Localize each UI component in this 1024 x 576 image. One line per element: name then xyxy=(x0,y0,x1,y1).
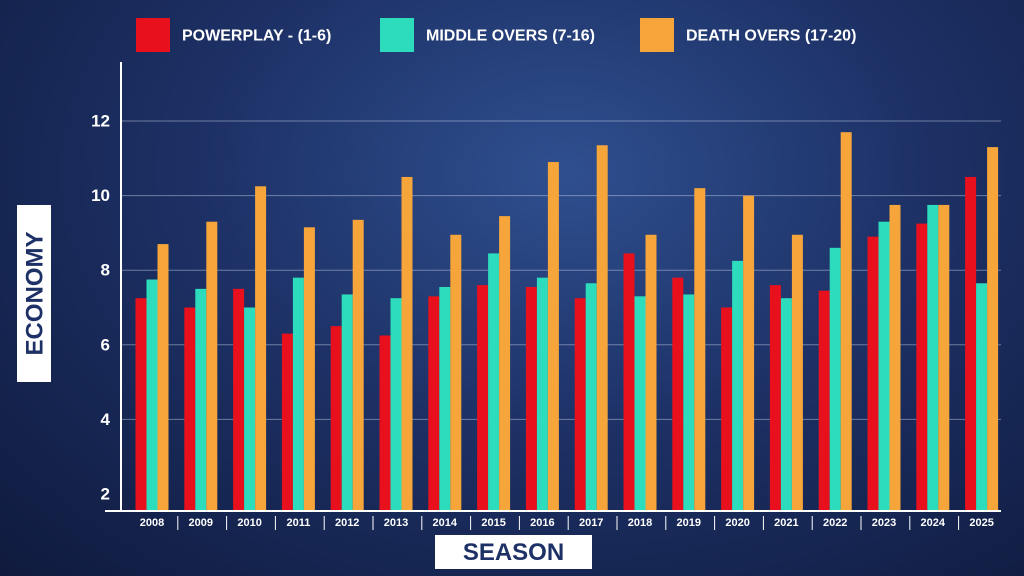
y-axis-label: ECONOMY xyxy=(22,231,49,355)
bar xyxy=(450,234,462,511)
x-tick-label: 2016 xyxy=(530,517,554,529)
bar xyxy=(488,253,500,512)
bar xyxy=(574,298,586,511)
bar xyxy=(987,147,999,512)
bar xyxy=(916,223,928,511)
legend-label: MIDDLE OVERS (7-16) xyxy=(426,28,595,45)
axes xyxy=(105,62,1001,512)
bar xyxy=(206,221,218,511)
bar xyxy=(525,286,537,511)
bar xyxy=(547,162,559,511)
x-tick-label: 2024 xyxy=(921,517,946,529)
bar xyxy=(645,234,657,511)
y-axis-title: ECONOMY xyxy=(17,205,51,382)
bar xyxy=(341,294,353,511)
bar xyxy=(721,307,733,511)
bar xyxy=(878,221,890,511)
bar xyxy=(743,195,755,511)
x-tick-label: 2025 xyxy=(969,517,993,529)
x-tick-label: 2022 xyxy=(823,517,847,529)
y-tick-label: 10 xyxy=(91,186,110,205)
y-tick-label: 12 xyxy=(91,112,110,131)
x-tick-label: 2014 xyxy=(433,517,458,529)
bar xyxy=(157,244,169,511)
bar xyxy=(536,277,548,511)
x-tick-label: 2010 xyxy=(237,517,261,529)
y-tick-labels: 2 4 6 8 10 12 xyxy=(91,112,110,504)
x-tick-label: 2019 xyxy=(677,517,701,529)
gridlines xyxy=(121,120,1001,420)
y-tick-label: 2 xyxy=(101,485,110,504)
bar xyxy=(965,176,977,511)
x-tick-label: 2018 xyxy=(628,517,652,529)
bar xyxy=(146,279,158,511)
y-tick-label: 4 xyxy=(101,410,111,429)
bar xyxy=(184,307,196,511)
x-tick-label: 2023 xyxy=(872,517,896,529)
bar xyxy=(634,296,646,511)
x-tick-label: 2017 xyxy=(579,517,603,529)
bar xyxy=(255,186,267,511)
legend-swatch xyxy=(380,18,414,52)
bar xyxy=(623,253,635,512)
bar xyxy=(889,204,901,512)
x-tick-label: 2021 xyxy=(774,517,798,529)
bar xyxy=(379,335,391,511)
bar xyxy=(401,176,413,511)
bar xyxy=(927,204,939,512)
x-axis-title: SEASON xyxy=(435,535,592,569)
x-tick-label: 2009 xyxy=(189,517,213,529)
bar xyxy=(439,286,451,511)
legend-label: POWERPLAY - (1-6) xyxy=(182,28,331,45)
bar xyxy=(281,333,293,511)
bar xyxy=(732,260,744,511)
bar xyxy=(596,145,608,511)
bars xyxy=(135,132,999,512)
bar xyxy=(780,298,792,511)
bar xyxy=(477,285,489,511)
bar xyxy=(244,307,256,511)
bar xyxy=(791,234,803,511)
x-tick-labels: 2008 2009 2010 2011 2012 2013 2014 2015 2016 2017… xyxy=(140,516,994,530)
legend-label: DEATH OVERS (17-20) xyxy=(686,28,856,45)
x-tick-label: 2020 xyxy=(725,517,749,529)
x-tick-label: 2008 xyxy=(140,517,164,529)
bar xyxy=(818,290,830,511)
bar xyxy=(330,326,342,511)
bar xyxy=(769,285,781,511)
x-tick-label: 2013 xyxy=(384,517,408,529)
y-tick-label: 8 xyxy=(101,261,110,280)
x-tick-label: 2011 xyxy=(286,517,310,529)
bar xyxy=(585,283,597,511)
x-axis-label: SEASON xyxy=(463,539,564,566)
y-tick-label: 6 xyxy=(101,335,110,354)
bar xyxy=(303,227,315,511)
bar xyxy=(352,219,364,511)
bar xyxy=(938,204,950,512)
bar xyxy=(672,277,684,511)
bar xyxy=(292,277,304,511)
bar xyxy=(683,294,695,511)
bar xyxy=(976,283,988,511)
bar xyxy=(390,298,402,511)
bar xyxy=(829,247,841,511)
bar xyxy=(428,296,440,511)
bar xyxy=(135,298,147,511)
legend-swatch xyxy=(640,18,674,52)
legend-swatch xyxy=(136,18,170,52)
bar xyxy=(867,236,879,511)
bar xyxy=(195,288,207,511)
bar xyxy=(233,288,245,511)
legend: POWERPLAY - (1-6) MIDDLE OVERS (7-16) DEAT… xyxy=(136,18,856,52)
bar xyxy=(694,188,706,511)
bar xyxy=(840,132,852,511)
x-tick-label: 2015 xyxy=(481,517,505,529)
x-tick-label: 2012 xyxy=(335,517,359,529)
bar xyxy=(499,216,511,512)
